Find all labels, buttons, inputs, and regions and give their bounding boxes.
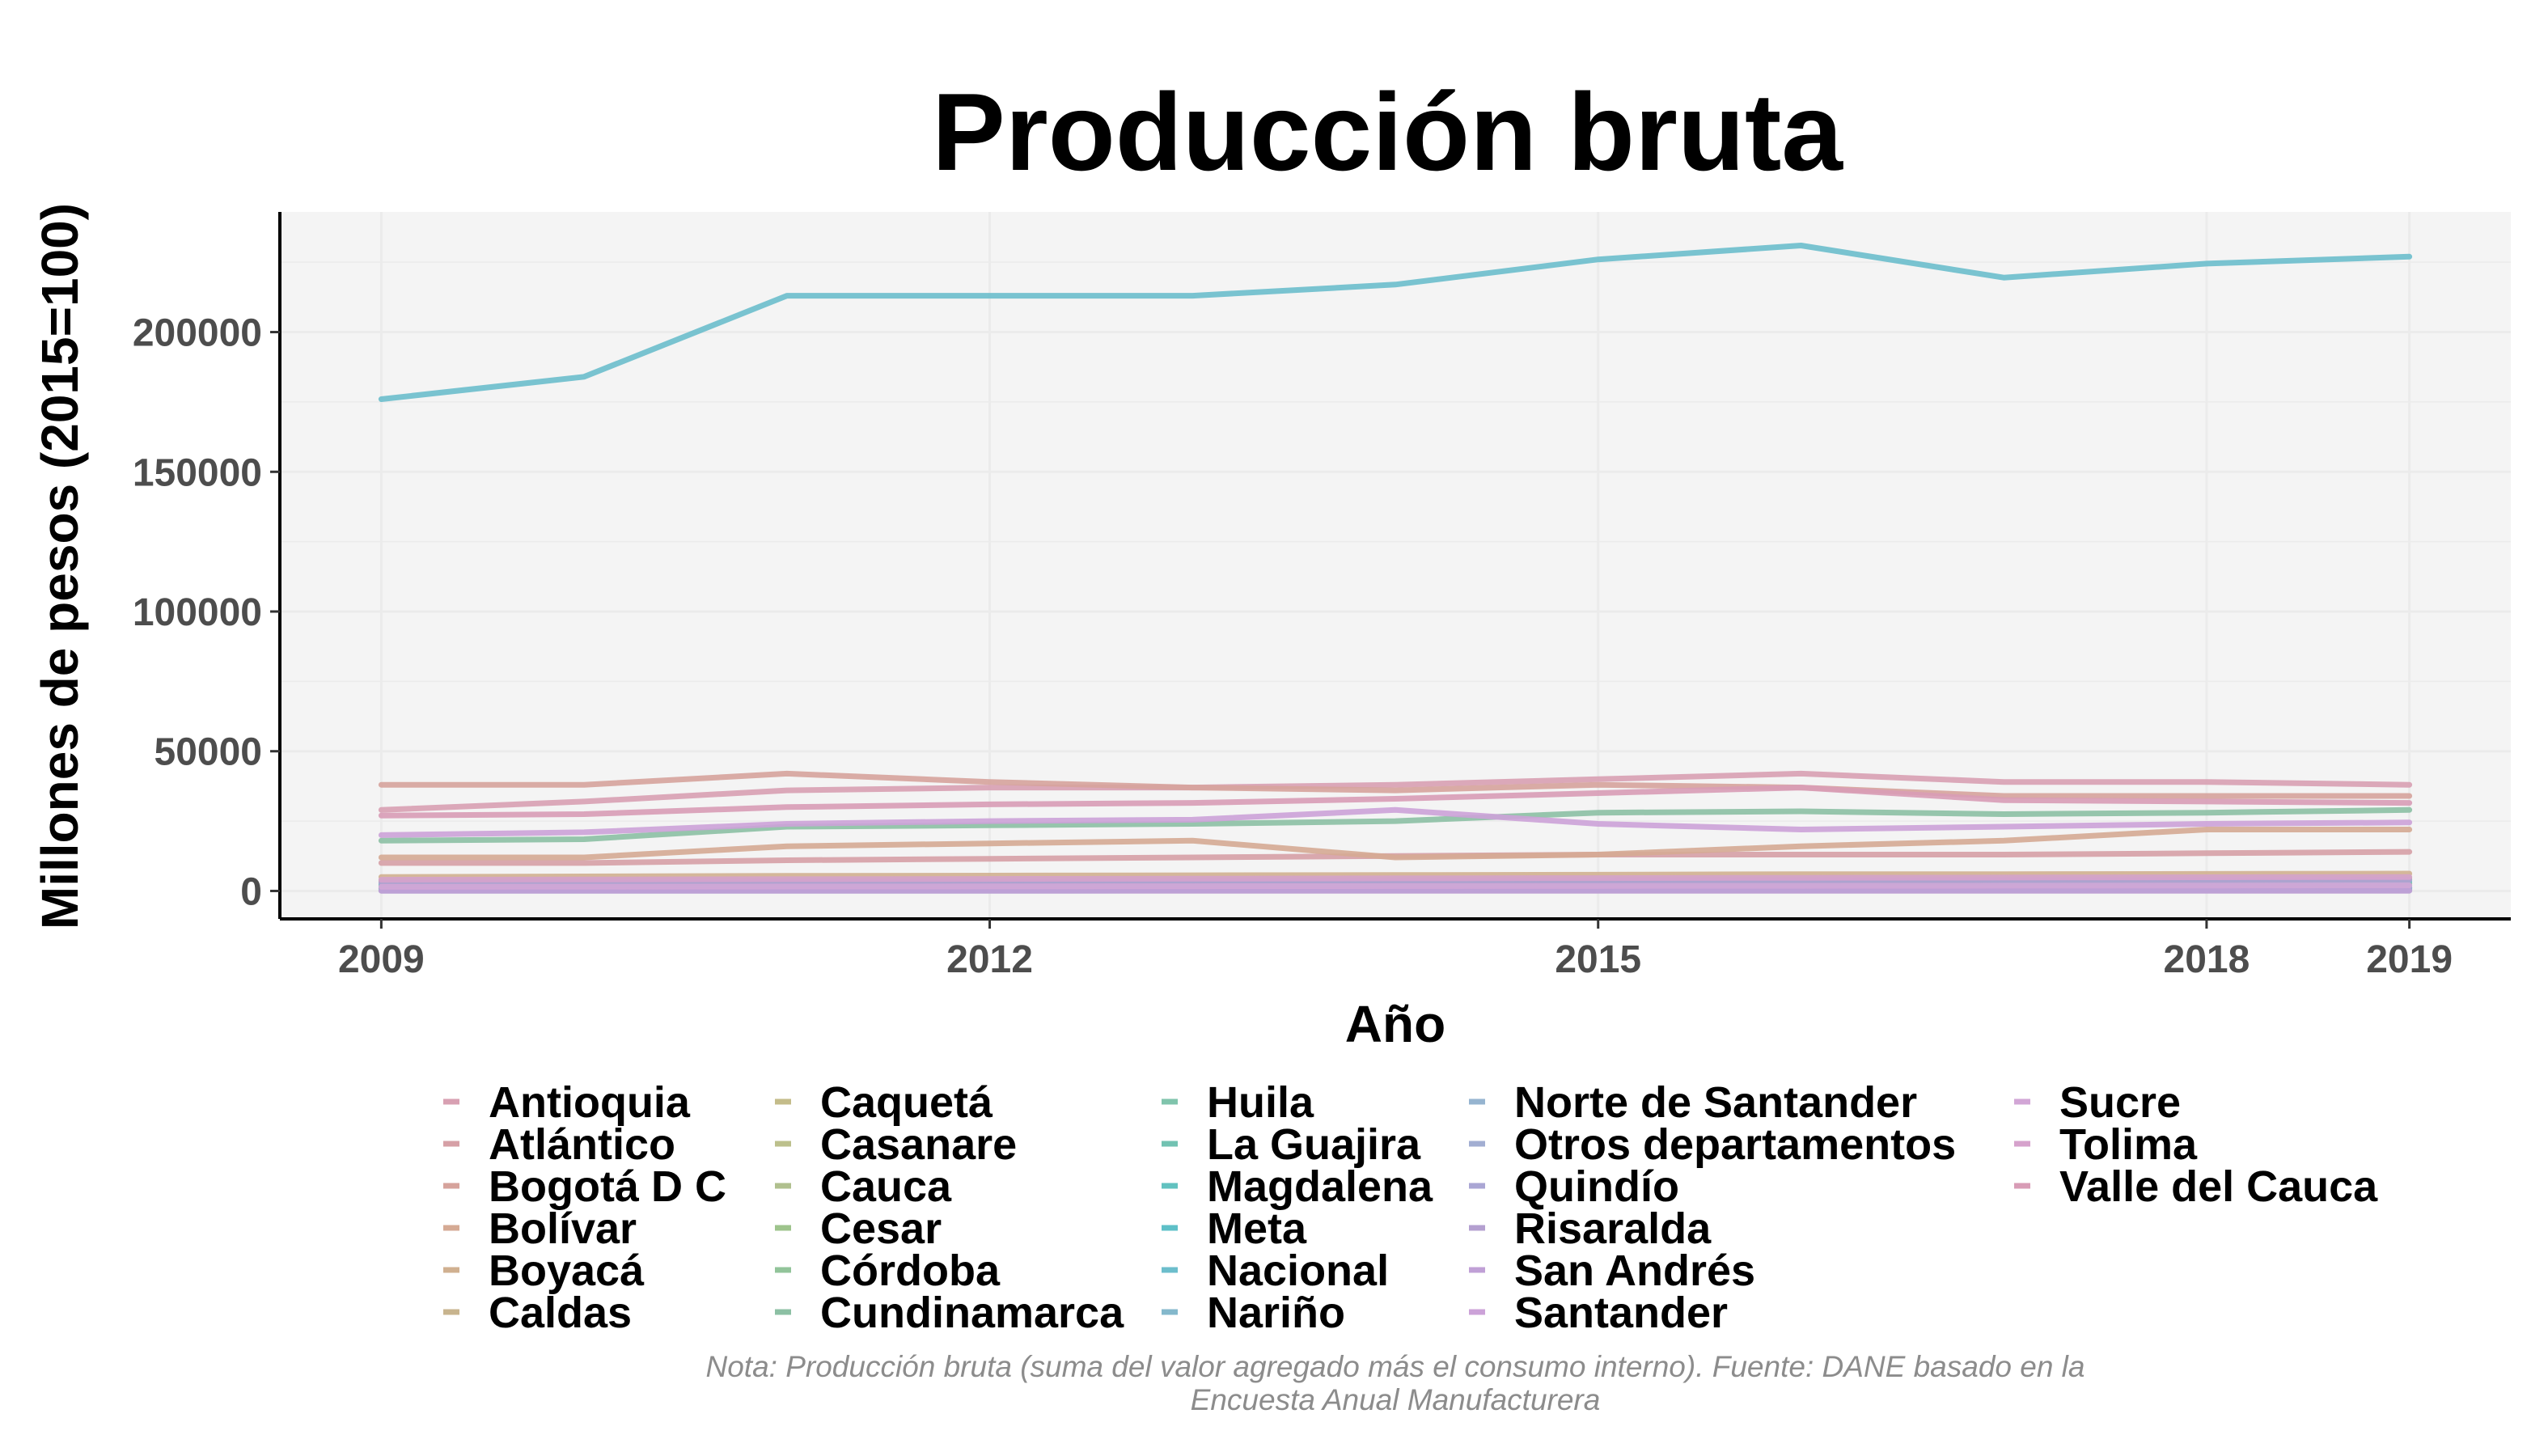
series-line-tolima — [378, 874, 2413, 883]
legend-item: Otros departamentos — [1469, 1120, 1956, 1169]
legend-label: Nariño — [1207, 1289, 1345, 1337]
legend-label: Córdoba — [820, 1246, 1001, 1295]
legend-item: Nacional — [1162, 1246, 1389, 1295]
legend-label: Huila — [1207, 1078, 1314, 1127]
grid — [280, 212, 2511, 919]
legend-item: Atlántico — [443, 1120, 675, 1169]
legend-label: Sucre — [2059, 1078, 2181, 1127]
x-tick-label: 2018 — [2164, 938, 2250, 981]
legend-item: Boyacá — [443, 1246, 645, 1295]
legend-label: Santander — [1514, 1289, 1728, 1337]
legend-item: Valle del Cauca — [2014, 1162, 2378, 1211]
x-tick-label: 2019 — [2366, 938, 2453, 981]
y-tick-label: 0 — [240, 870, 262, 913]
legend-label: Quindío — [1514, 1162, 1679, 1211]
y-tick-label: 100000 — [133, 591, 262, 634]
legend-label: Atlántico — [489, 1120, 675, 1169]
legend-item: Tolima — [2014, 1120, 2198, 1169]
legend-item: Quindío — [1469, 1162, 1679, 1211]
y-tick-label: 150000 — [133, 451, 262, 494]
legend-label: Bolívar — [489, 1204, 637, 1253]
legend-label: Caldas — [489, 1289, 632, 1337]
legend-label: Cundinamarca — [820, 1289, 1124, 1337]
legend-label: Nacional — [1207, 1246, 1389, 1295]
x-tick-label: 2009 — [338, 938, 425, 981]
legend-item: Casanare — [775, 1120, 1017, 1169]
legend-label: Valle del Cauca — [2059, 1162, 2378, 1211]
legend-item: La Guajira — [1162, 1120, 1421, 1169]
x-tick-label: 2015 — [1555, 938, 1641, 981]
series-line-sucre — [378, 882, 2413, 890]
series-line-antioquia — [378, 770, 2413, 813]
legend-item: Risaralda — [1469, 1204, 1712, 1253]
legend-label: Meta — [1207, 1204, 1307, 1253]
series-line-cundinamarca — [378, 806, 2413, 844]
series-line-boyacá — [378, 870, 2413, 880]
legend-label: Cesar — [820, 1204, 942, 1253]
legend-item: Huila — [1162, 1078, 1314, 1127]
legend-label: Cauca — [820, 1162, 952, 1211]
legend-label: Otros departamentos — [1514, 1120, 1956, 1169]
x-tick-label: 2012 — [946, 938, 1033, 981]
legend-label: San Andrés — [1514, 1246, 1755, 1295]
legend-item: Caquetá — [775, 1078, 993, 1127]
legend-item: Caldas — [443, 1289, 632, 1337]
series-line-nacional — [378, 243, 2413, 402]
legend-label: Caquetá — [820, 1078, 993, 1127]
y-tick-label: 50000 — [154, 731, 262, 774]
note-line-1: Nota: Producción bruta (suma del valor a… — [706, 1350, 2085, 1383]
legend-item: Norte de Santander — [1469, 1078, 1917, 1127]
series-line-bolívar — [378, 827, 2413, 861]
legend-item: Bogotá D C — [443, 1162, 726, 1211]
series-line-bogotá-d-c — [378, 770, 2413, 799]
legend-item: Nariño — [1162, 1289, 1345, 1337]
y-tick-label: 200000 — [133, 312, 262, 355]
legend-label: Tolima — [2059, 1120, 2198, 1169]
legend-item: Meta — [1162, 1204, 1307, 1253]
series-line-valle-del-cauca — [378, 785, 2413, 819]
legend-label: Casanare — [820, 1120, 1017, 1169]
legend-item: Cesar — [775, 1204, 942, 1253]
x-axis-label: Año — [1345, 995, 1445, 1053]
legend-label: La Guajira — [1207, 1120, 1421, 1169]
y-axis-label: Millones de pesos (2015=100) — [31, 203, 89, 929]
legend-label: Bogotá D C — [489, 1162, 726, 1211]
legend-item: San Andrés — [1469, 1246, 1755, 1295]
legend-item: Sucre — [2014, 1078, 2181, 1127]
x-ticks: 2009 2012 2015 2018 2019 — [338, 919, 2453, 981]
legend-item: Santander — [1469, 1289, 1728, 1337]
legend-item: Córdoba — [775, 1246, 1001, 1295]
legend-label: Norte de Santander — [1514, 1078, 1917, 1127]
legend-item: Antioquia — [443, 1078, 691, 1127]
legend-item: Cundinamarca — [775, 1289, 1124, 1337]
chart-title: Producción bruta — [932, 70, 1843, 193]
legend-label: Antioquia — [489, 1078, 691, 1127]
legend-label: Boyacá — [489, 1246, 645, 1295]
y-ticks: 0 50000 100000 150000 200000 — [133, 312, 280, 913]
legend-item: Cauca — [775, 1162, 952, 1211]
series-line-santander — [378, 806, 2413, 838]
legend-item: Bolívar — [443, 1204, 637, 1253]
legend-label: Magdalena — [1207, 1162, 1433, 1211]
legend-label: Risaralda — [1514, 1204, 1712, 1253]
series-lines — [378, 243, 2413, 894]
legend-item: Magdalena — [1162, 1162, 1433, 1211]
note-line-2: Encuesta Anual Manufacturera — [1191, 1383, 1601, 1416]
